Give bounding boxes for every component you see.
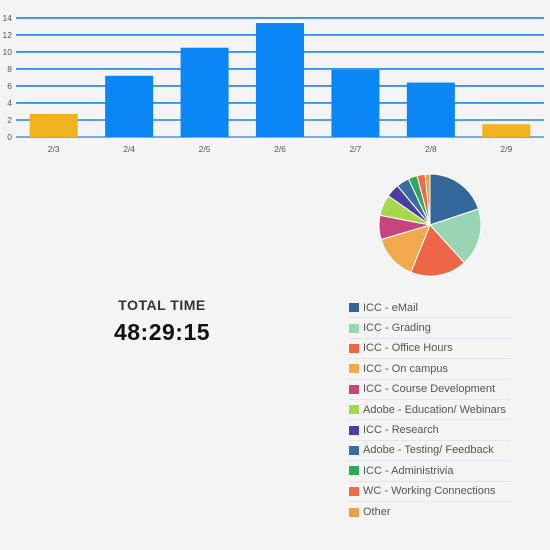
y-tick-label: 6 (7, 81, 12, 91)
pie-slice[interactable] (424, 173, 431, 226)
total-time-label: TOTAL TIME (118, 297, 206, 313)
legend-label: ICC - Administrivia (363, 464, 454, 477)
bar[interactable] (406, 82, 455, 137)
legend-swatch (349, 343, 359, 353)
bar[interactable] (180, 47, 229, 137)
total-time-value: 48:29:15 (113, 319, 211, 345)
y-tick-label: 4 (7, 98, 12, 108)
legend-item[interactable]: WC - Working Connections (349, 482, 511, 502)
y-tick-label: 12 (3, 30, 13, 40)
legend-item[interactable]: ICC - Office Hours (349, 339, 511, 360)
x-tick-label: 2/6 (274, 144, 286, 154)
x-tick-label: 2/4 (123, 144, 135, 154)
legend-item[interactable]: Adobe - Testing/ Feedback (349, 441, 511, 462)
category-pie-chart (378, 173, 482, 277)
legend-swatch (349, 507, 359, 517)
x-tick-label: 2/9 (500, 144, 512, 154)
legend-item[interactable]: Adobe - Education/ Webinars (349, 400, 511, 421)
y-tick-label: 0 (7, 132, 12, 142)
x-tick-label: 2/5 (199, 144, 211, 154)
daily-time-bar-chart: 0 2 4 6 8 10 12 14 2/3 2/4 2/5 2/6 2/7 2/8 2/9 (3, 13, 544, 154)
y-tick-label: 14 (3, 13, 13, 23)
legend-swatch (349, 405, 359, 415)
legend-label: Adobe - Testing/ Feedback (363, 444, 494, 457)
bar[interactable] (482, 124, 531, 137)
legend-label: ICC - On campus (363, 362, 448, 375)
legend-item[interactable]: ICC - On campus (349, 359, 511, 380)
pie-slice[interactable] (429, 173, 480, 226)
x-tick-label: 2/3 (48, 144, 60, 154)
legend-swatch (349, 425, 359, 435)
bar[interactable] (29, 114, 78, 137)
pie-legend: ICC - eMail ICC - Grading ICC - Office Hou… (349, 298, 511, 522)
legend-swatch (349, 445, 359, 455)
legend-item[interactable]: ICC - Course Development (349, 380, 511, 400)
legend-swatch (349, 384, 359, 394)
bar[interactable] (105, 75, 154, 137)
x-tick-label: 2/8 (425, 144, 437, 154)
legend-label: ICC - Course Development (363, 383, 496, 396)
pie-slice[interactable] (410, 224, 465, 277)
total-time-panel: TOTAL TIME 48:29:15 (88, 297, 236, 346)
legend-label: ICC - Research (363, 424, 439, 437)
pie-slice[interactable] (429, 208, 482, 264)
legend-swatch (349, 364, 359, 374)
legend-item[interactable]: ICC - Administrivia (349, 461, 511, 482)
y-tick-label: 10 (3, 47, 13, 57)
legend-item[interactable]: ICC - Grading (349, 318, 511, 339)
legend-label: Other (363, 506, 391, 519)
legend-label: Adobe - Education/ Webinars (363, 403, 506, 416)
legend-item[interactable]: ICC - eMail (349, 298, 511, 319)
bar[interactable] (256, 23, 304, 138)
y-tick-label: 8 (7, 64, 12, 74)
legend-swatch (349, 323, 359, 333)
legend-item[interactable]: Other (349, 502, 511, 522)
legend-label: WC - Working Connections (363, 485, 496, 498)
legend-label: ICC - Grading (363, 322, 431, 335)
y-tick-label: 2 (7, 115, 12, 125)
legend-swatch (349, 486, 359, 496)
bar[interactable] (331, 69, 380, 137)
legend-label: ICC - eMail (363, 301, 419, 314)
legend-item[interactable]: ICC - Research (349, 420, 511, 441)
legend-label: ICC - Office Hours (363, 342, 453, 355)
legend-swatch (349, 466, 359, 476)
x-tick-label: 2/7 (350, 144, 362, 154)
legend-swatch (349, 303, 359, 313)
